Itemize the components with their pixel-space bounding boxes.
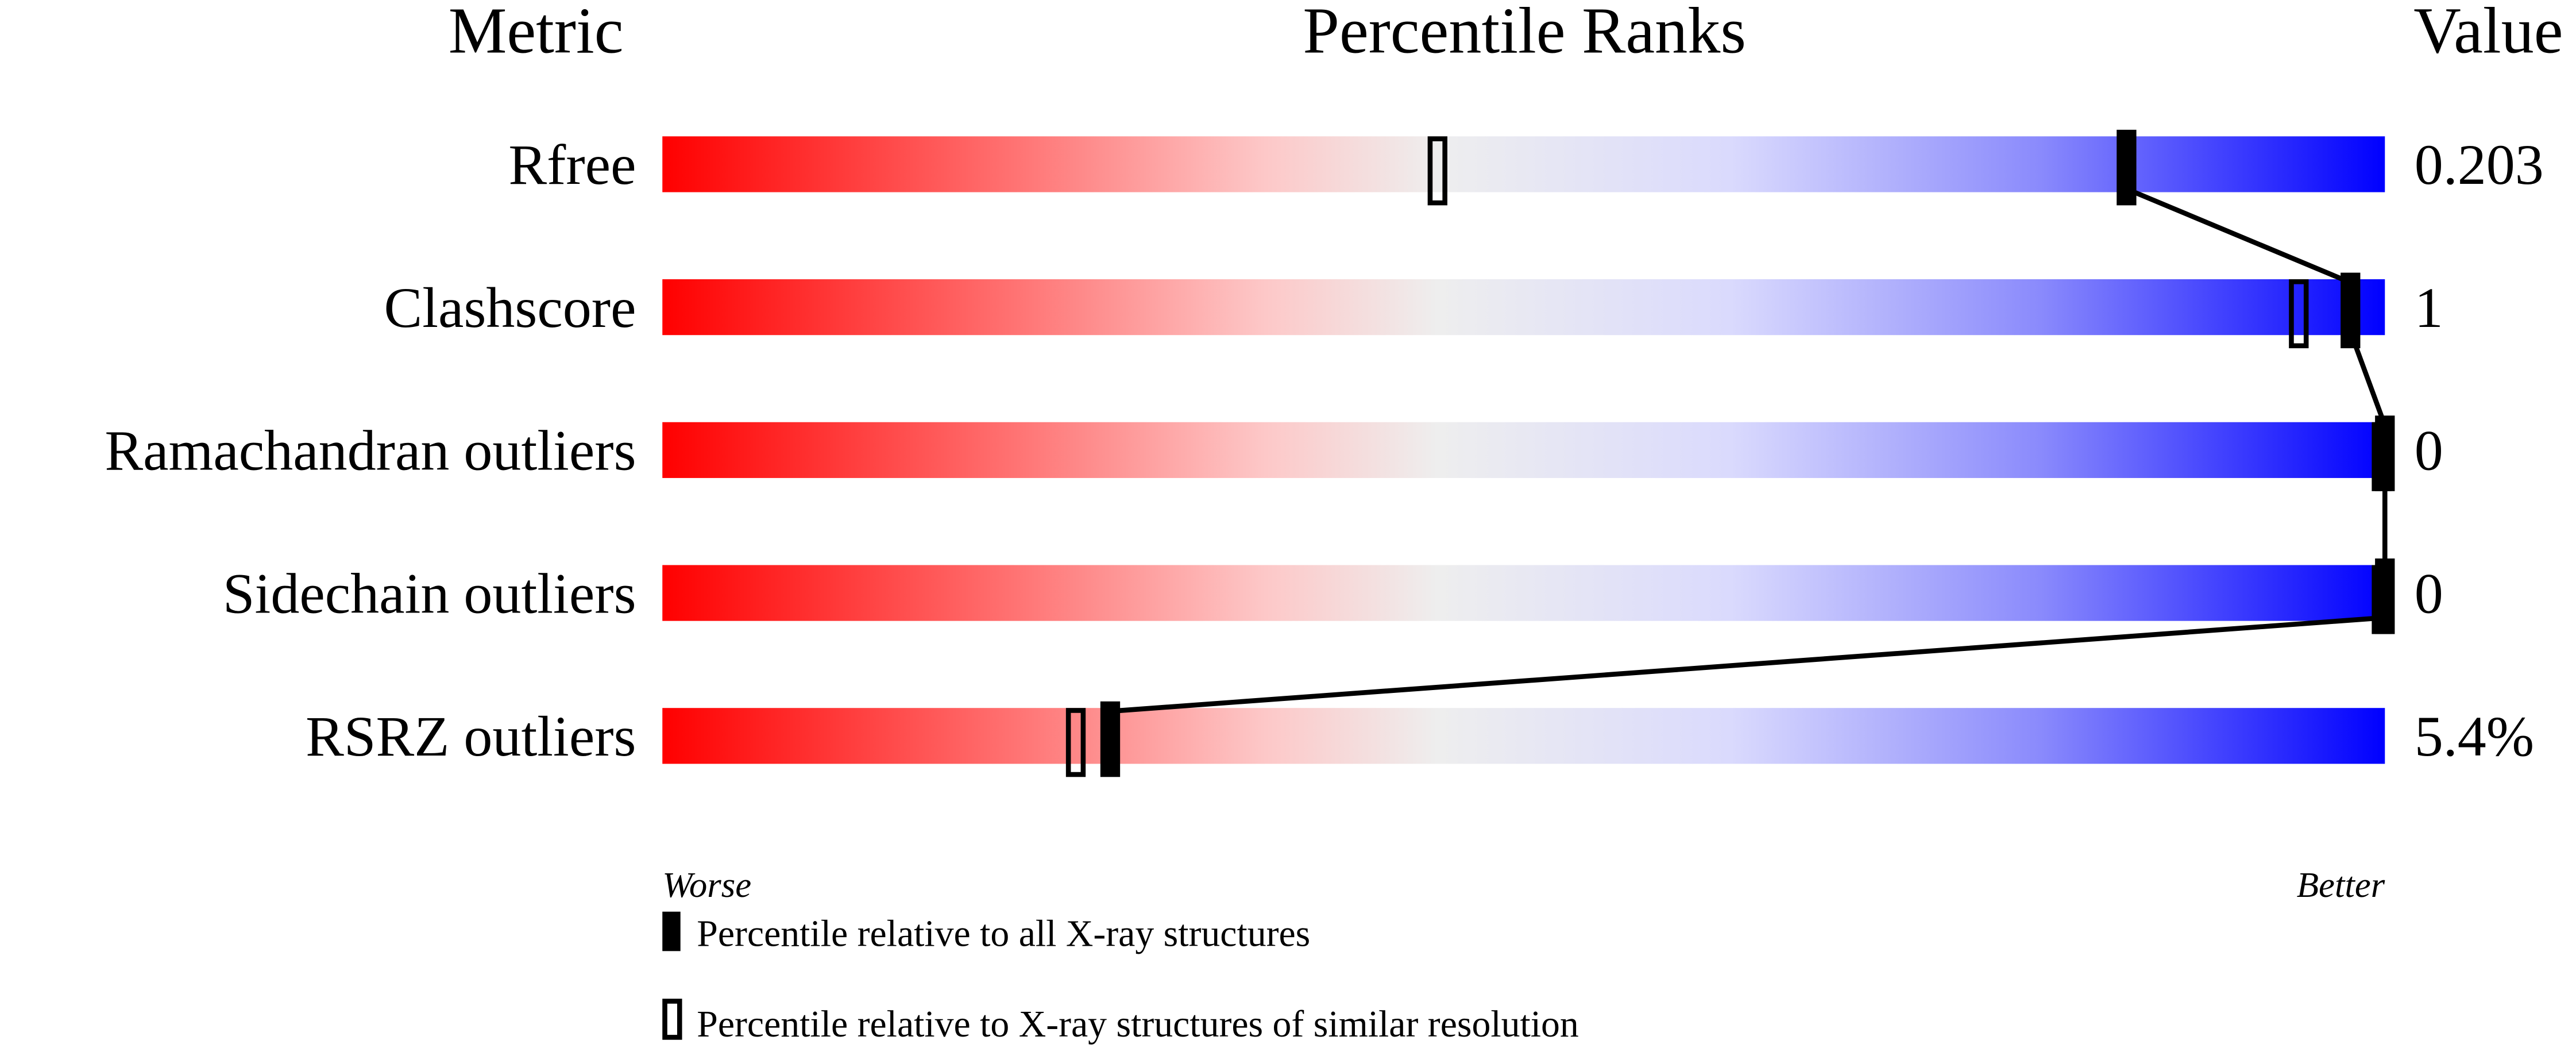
all-structures-marker bbox=[2117, 129, 2137, 206]
percentile-bar bbox=[662, 708, 2385, 764]
metric-label: RSRZ outliers bbox=[306, 704, 636, 768]
metric-value: 5.4% bbox=[2415, 704, 2534, 768]
percentile-bar bbox=[662, 565, 2385, 621]
connector-line bbox=[2125, 186, 2351, 285]
legend-filled-marker-icon bbox=[662, 911, 681, 951]
metric-label: Sidechain outliers bbox=[223, 561, 636, 625]
connector-line bbox=[1110, 615, 2385, 714]
metric-value: 0.203 bbox=[2415, 133, 2544, 196]
legend-open-label: Percentile relative to X-ray structures … bbox=[697, 1003, 1578, 1045]
legend-filled-label: Percentile relative to all X-ray structu… bbox=[697, 913, 1310, 955]
similar-resolution-marker bbox=[1065, 708, 1086, 777]
all-structures-marker bbox=[1100, 701, 1121, 777]
percentile-bar bbox=[662, 422, 2385, 478]
similar-resolution-marker bbox=[1427, 136, 1447, 206]
similar-resolution-marker bbox=[2289, 279, 2309, 349]
legend-open-marker-icon bbox=[662, 999, 682, 1040]
metric-value: 0 bbox=[2415, 561, 2443, 625]
metric-value: 1 bbox=[2415, 276, 2443, 340]
worse-label: Worse bbox=[662, 865, 751, 905]
metric-header: Metric bbox=[449, 0, 624, 67]
metric-label: Rfree bbox=[508, 133, 636, 196]
all-structures-marker bbox=[2375, 415, 2395, 491]
metric-label: Ramachandran outliers bbox=[105, 419, 636, 483]
all-structures-marker bbox=[2341, 272, 2361, 349]
all-structures-marker bbox=[2375, 558, 2395, 634]
percentile-bar bbox=[662, 279, 2385, 336]
percentile-header: Percentile Ranks bbox=[1303, 0, 1746, 67]
better-label: Better bbox=[2297, 865, 2385, 905]
metric-value: 0 bbox=[2415, 419, 2443, 483]
percentile-bar bbox=[662, 136, 2385, 192]
metric-label: Clashscore bbox=[384, 276, 636, 340]
value-header: Value bbox=[2413, 0, 2563, 67]
